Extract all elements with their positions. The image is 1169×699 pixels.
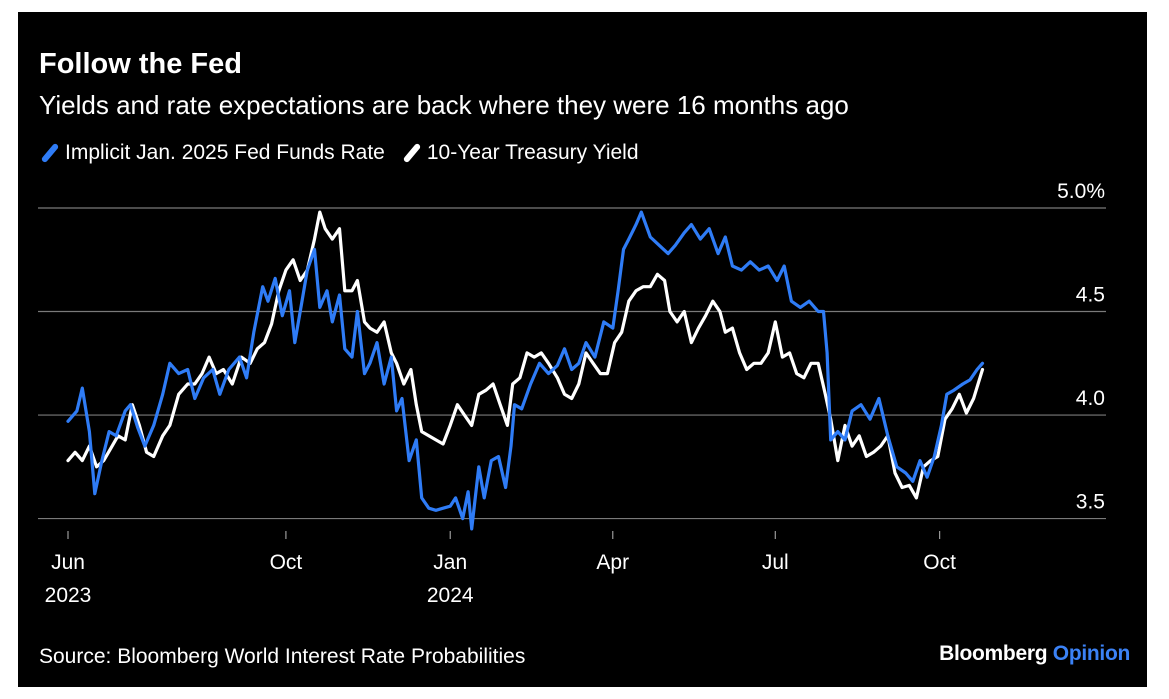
- x-tick-year-label: 2024: [427, 584, 474, 607]
- source-note: Source: Bloomberg World Interest Rate Pr…: [39, 645, 526, 668]
- brand-main: Bloomberg: [939, 642, 1048, 665]
- legend-item-fed-funds: Implicit Jan. 2025 Fed Funds Rate: [39, 141, 385, 165]
- chart-legend: Implicit Jan. 2025 Fed Funds Rate 10-Yea…: [39, 141, 655, 165]
- x-tick-label: Jun: [51, 551, 85, 574]
- x-tick-year-label: 2023: [45, 584, 92, 607]
- chart-title: Follow the Fed: [39, 48, 242, 80]
- series-line-treasury: [66, 210, 985, 500]
- y-tick-label: 3.5: [1076, 491, 1105, 514]
- legend-label-fed-funds: Implicit Jan. 2025 Fed Funds Rate: [65, 141, 385, 164]
- x-tick-label: Oct: [270, 551, 303, 574]
- legend-label-treasury: 10-Year Treasury Yield: [426, 141, 639, 164]
- brand-accent: Opinion: [1052, 642, 1131, 665]
- legend-item-treasury: 10-Year Treasury Yield: [401, 141, 639, 165]
- y-tick-label: 4.5: [1076, 284, 1105, 307]
- x-tick-label: Jan: [433, 551, 467, 574]
- y-tick-label: 5.0%: [1057, 180, 1105, 203]
- x-tick-label: Jul: [762, 551, 789, 574]
- chart-plot-area: 5.0% 4.5 4.0 3.5 Jun 2023 Oct Jan 2024 Apr Jul Oct: [38, 180, 1106, 607]
- chart-card: Follow the Fed Yields and rate expectati…: [18, 12, 1147, 687]
- x-tick-label: Apr: [596, 551, 629, 574]
- chart-subtitle: Yields and rate expectations are back wh…: [39, 90, 849, 120]
- brand-logo: Bloomberg Opinion: [939, 642, 1130, 666]
- x-tick-label: Oct: [923, 551, 956, 574]
- series-line-fed-funds: [66, 210, 985, 531]
- y-tick-label: 4.0: [1076, 387, 1105, 410]
